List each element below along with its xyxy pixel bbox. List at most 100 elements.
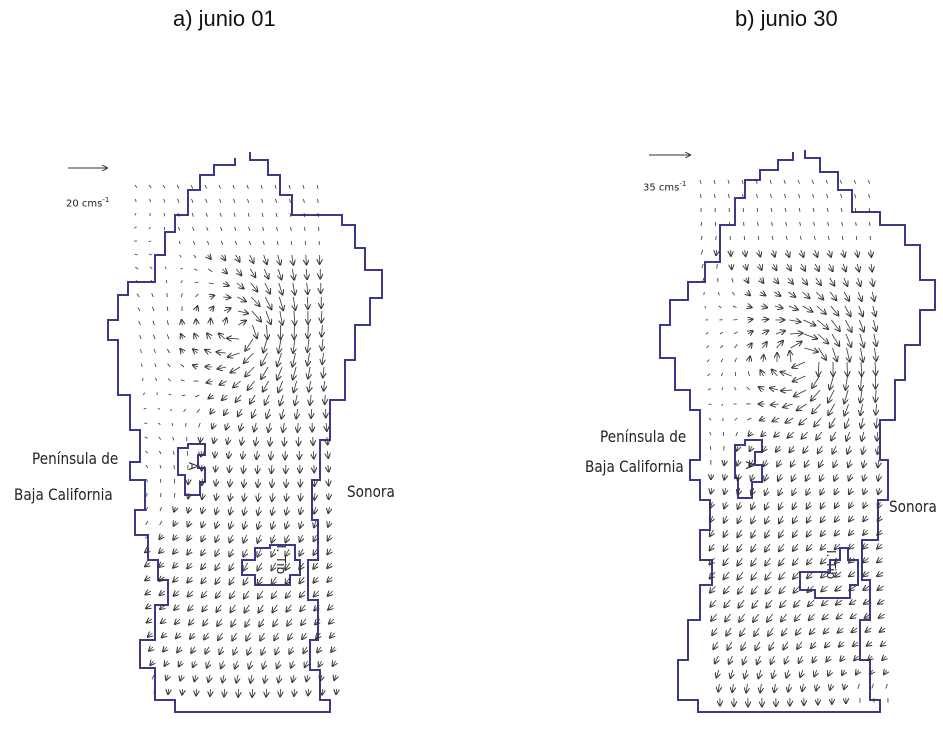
current-vector (215, 534, 218, 542)
current-vector (818, 361, 819, 376)
current-vector (272, 576, 277, 584)
current-vector (166, 320, 169, 326)
current-vector (755, 641, 760, 650)
current-vector (858, 277, 861, 286)
current-vector (751, 571, 758, 580)
current-vector (763, 355, 764, 363)
current-vector (231, 366, 241, 373)
current-vector (158, 436, 162, 440)
current-vector (746, 278, 749, 283)
current-vector (263, 660, 266, 669)
current-vector (802, 683, 803, 691)
current-vector (293, 282, 295, 295)
current-vector (194, 674, 196, 681)
current-vector (759, 263, 762, 270)
current-vector (713, 179, 716, 185)
current-vector (771, 221, 773, 226)
current-vector (841, 235, 844, 240)
current-vector (794, 585, 800, 593)
current-vector (882, 656, 886, 660)
current-vector (201, 534, 204, 541)
current-vector (816, 683, 817, 690)
current-vector (835, 586, 842, 591)
current-vector (733, 331, 738, 335)
current-vector (715, 235, 717, 241)
current-vector (313, 548, 317, 555)
current-vector (875, 347, 877, 361)
current-vector (159, 563, 164, 567)
current-vector (730, 669, 732, 678)
current-vector (266, 324, 267, 339)
current-vector (246, 632, 250, 641)
current-vector (717, 291, 720, 296)
current-vector (710, 599, 717, 607)
current-vector (276, 226, 278, 231)
current-vector (180, 267, 183, 270)
current-vector (286, 590, 291, 598)
current-vector (243, 562, 247, 571)
current-vector (145, 506, 148, 511)
current-vector (772, 370, 778, 377)
current-vector (293, 366, 296, 379)
current-vector (833, 459, 836, 467)
current-vector (145, 549, 149, 552)
current-vector (724, 501, 726, 508)
current-vector (785, 221, 787, 226)
current-vector (153, 334, 156, 340)
current-vector (205, 212, 208, 217)
current-vector (790, 351, 791, 363)
current-vector (290, 240, 293, 246)
current-vector (270, 436, 271, 446)
current-vector (831, 333, 839, 346)
current-vector (772, 418, 780, 421)
current-vector (163, 212, 166, 217)
current-vector (845, 319, 851, 332)
current-vector (244, 352, 254, 363)
current-vector (854, 207, 857, 212)
current-vector (164, 266, 167, 270)
current-vector (258, 478, 259, 487)
current-vector (153, 348, 156, 354)
current-vector (148, 226, 151, 230)
current-vector (871, 683, 874, 689)
current-vector (272, 590, 278, 598)
current-vector (876, 403, 877, 415)
current-vector (149, 198, 152, 203)
current-vector (217, 618, 222, 626)
current-vector (752, 585, 758, 594)
current-vector (204, 632, 208, 640)
current-vector (813, 235, 816, 240)
current-vector (754, 627, 760, 636)
current-vector (700, 249, 704, 255)
current-vector (216, 604, 221, 612)
current-vector (230, 492, 231, 500)
current-vector (279, 282, 283, 295)
current-vector (210, 409, 213, 414)
current-vector (244, 590, 250, 599)
current-vector (844, 684, 846, 689)
current-vector (812, 207, 815, 212)
current-vector (774, 683, 775, 692)
current-vector (861, 361, 862, 376)
current-vector (179, 661, 182, 666)
current-vector (764, 473, 767, 481)
current-vector (228, 450, 229, 458)
current-vector (215, 562, 219, 570)
current-vector (229, 534, 232, 542)
current-vector (207, 333, 211, 340)
current-vector (266, 688, 267, 697)
current-vector (844, 389, 849, 403)
current-vector (794, 389, 807, 396)
panel-b-island-a (734, 439, 763, 499)
current-vector (187, 549, 191, 555)
current-vector (840, 193, 843, 198)
current-vector (222, 255, 226, 260)
current-vector (802, 291, 809, 298)
current-vector (206, 226, 209, 231)
current-vector (718, 305, 722, 309)
current-vector (733, 319, 738, 321)
current-vector (734, 344, 738, 349)
current-vector (726, 627, 732, 636)
current-vector (177, 212, 180, 217)
